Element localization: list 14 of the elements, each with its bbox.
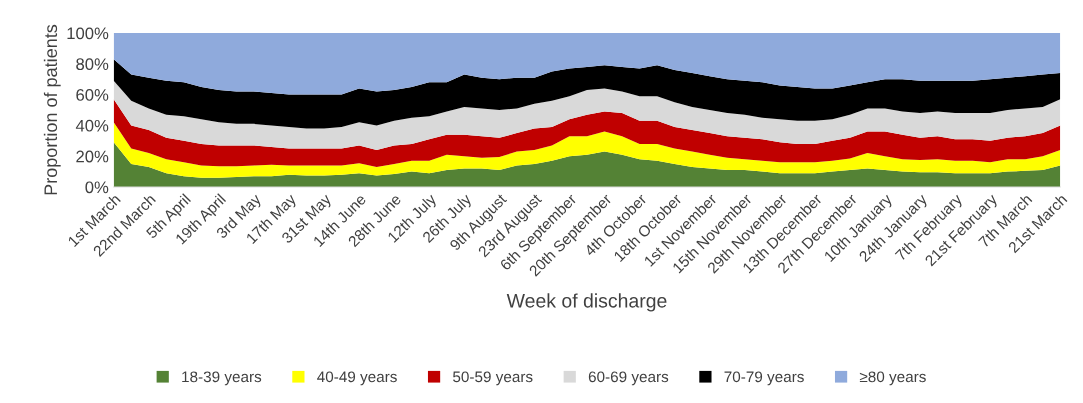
legend-label: 18-39 years: [182, 371, 262, 386]
y-tick-label: 60%: [76, 89, 109, 101]
legend-label: 70-79 years: [724, 371, 804, 386]
y-tick-label: 100%: [67, 27, 109, 40]
y-tick-label: 0%: [85, 181, 109, 194]
y-tick-label: 20%: [76, 150, 109, 163]
y-tick-label: 40%: [75, 119, 109, 132]
legend-label: 40-49 years: [317, 371, 397, 386]
y-tick-label: 80%: [76, 58, 109, 71]
legend-label: 60-69 years: [588, 371, 669, 386]
x-axis-title: Week of discharge: [506, 293, 667, 312]
legend-label: ≥80 years: [859, 371, 926, 386]
legend-label: 50-59 years: [453, 371, 533, 386]
y-axis-title: Proportion of patients: [43, 24, 61, 195]
